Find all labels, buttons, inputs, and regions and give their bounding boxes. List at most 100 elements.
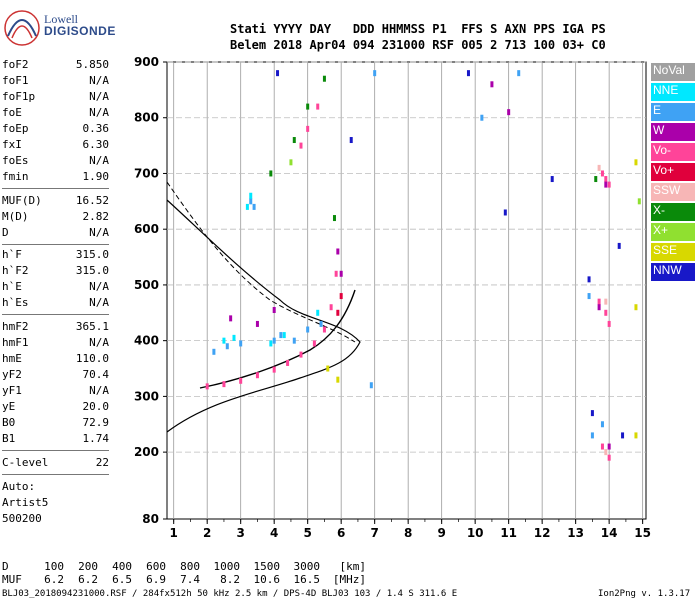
echo-point (316, 103, 320, 110)
param-value: N/A (89, 336, 109, 349)
echo-point (322, 326, 326, 333)
autoscaler-version: 500200 (2, 512, 42, 525)
param-row: MUF(D) 16.52 (2, 194, 109, 208)
param-row: foF1p N/A (2, 90, 109, 104)
legend-item: NNE (651, 83, 695, 101)
param-value: N/A (89, 226, 109, 239)
param-value: 16.52 (75, 194, 109, 207)
legend-item: X- (651, 203, 695, 221)
echo-point (326, 365, 330, 372)
echo-point (292, 137, 296, 144)
param-value: N/A (89, 106, 109, 119)
param-row: foF2 5.850 (2, 58, 109, 72)
y-tick-label: 80 (142, 512, 159, 526)
echo-point (590, 410, 594, 417)
echo-point (600, 170, 604, 177)
param-value: 20.0 (82, 400, 110, 413)
y-tick-label: 700 (134, 166, 159, 180)
x-tick-label: 14 (601, 526, 618, 540)
echo-point (637, 198, 641, 205)
y-tick-labels: 80 200 300 400 500 600 700 800 900 (134, 55, 159, 526)
x-tick-label: 8 (404, 526, 412, 540)
x-tick-label: 9 (437, 526, 445, 540)
param-value: N/A (89, 74, 109, 87)
echo-point (600, 443, 604, 450)
param-value: 70.4 (82, 368, 110, 381)
param-name: foF2 (2, 58, 29, 71)
echo-point (503, 209, 507, 216)
x-tick-labels: 1 2 3 4 5 6 7 8 9 10 11 12 13 14 15 (170, 526, 651, 540)
param-value: 72.9 (82, 416, 110, 429)
grid-lines (163, 61, 646, 524)
echo-point (212, 348, 216, 355)
plot-area (166, 61, 647, 520)
param-name: foF1 (2, 74, 29, 87)
distance-row: D 100 200 400 600 800 1000 1500 3000 [km] (2, 560, 366, 573)
divider (2, 474, 109, 475)
echo-point (634, 159, 638, 166)
param-name: D (2, 226, 9, 239)
header-row2: Belem 2018 Apr04 094 231000 RSF 005 2 71… (230, 38, 606, 52)
x-tick-label: 13 (567, 526, 584, 540)
echo-point (634, 304, 638, 311)
param-name: h`F (2, 248, 22, 261)
echo-point (594, 176, 598, 183)
param-row: hmF1 N/A (2, 336, 109, 350)
param-name: yF2 (2, 368, 22, 381)
echo-point (634, 432, 638, 439)
param-name: hmF1 (2, 336, 29, 349)
muf-value: 6.2 (78, 573, 98, 586)
echo-point (272, 337, 276, 344)
echo-point (222, 337, 226, 344)
echo-point (245, 203, 249, 210)
y-tick-label: 200 (134, 445, 159, 459)
distance-value: 400 (112, 560, 132, 573)
param-row: h`F2 315.0 (2, 264, 109, 278)
x-tick-label: 2 (203, 526, 211, 540)
muf-value: 6.2 (44, 573, 64, 586)
distance-value: 1000 (213, 560, 241, 573)
logo-line2: DIGISONDE (44, 24, 116, 38)
echo-point (306, 103, 310, 110)
param-row: D N/A (2, 226, 109, 240)
echo-point (249, 192, 253, 199)
echo-point (336, 248, 340, 255)
legend-item: Vo+ (651, 163, 695, 181)
echo-point (373, 70, 377, 77)
param-name: foEp (2, 122, 29, 135)
param-row: hmE 110.0 (2, 352, 109, 366)
param-row: yF1 N/A (2, 384, 109, 398)
echo-point (316, 309, 320, 316)
echo-point (607, 454, 611, 461)
y-tick-label: 900 (134, 55, 159, 69)
distance-value: 1500 (253, 560, 281, 573)
param-row: B1 1.74 (2, 432, 109, 446)
param-value: 2.82 (82, 210, 110, 223)
divider (2, 314, 109, 315)
distance-value: 600 (146, 560, 166, 573)
legend-item: W (651, 123, 695, 141)
param-name: C-level (2, 456, 49, 469)
x-tick-label: 4 (270, 526, 278, 540)
param-name: yF1 (2, 384, 22, 397)
param-name: hmF2 (2, 320, 29, 333)
echo-point (550, 176, 554, 183)
echo-point (306, 125, 310, 132)
echo-point (286, 359, 290, 366)
y-tick-label: 300 (134, 389, 159, 403)
trace-fit-line (199, 289, 356, 389)
y-tick-label: 600 (134, 222, 159, 236)
echo-point (255, 320, 259, 327)
param-value: 365.1 (75, 320, 109, 333)
echo-point (590, 432, 594, 439)
echo-point (369, 382, 373, 389)
echo-point (604, 298, 608, 305)
echo-point (604, 449, 608, 456)
param-value: 0.36 (82, 122, 110, 135)
divider (2, 188, 109, 189)
echo-point (319, 320, 323, 327)
param-name: foE (2, 106, 22, 119)
x-tick-label: 5 (304, 526, 312, 540)
ionosonde-logo-icon (4, 10, 40, 46)
